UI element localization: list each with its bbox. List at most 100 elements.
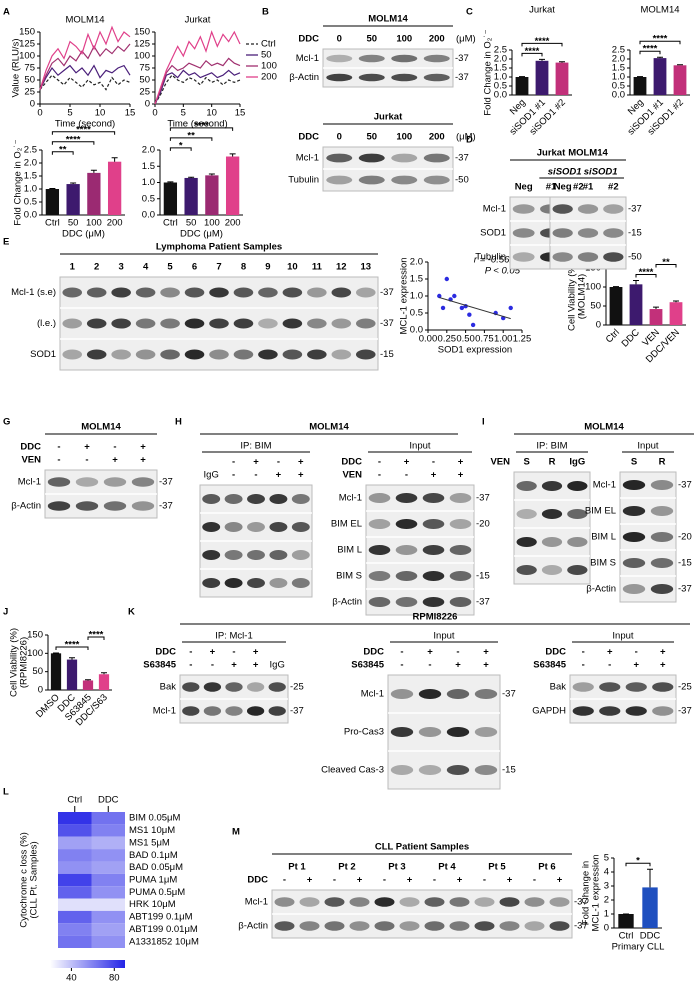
row-label: BAD 0.05μM — [129, 862, 183, 873]
error-bar — [167, 181, 174, 183]
lane-label: + — [253, 457, 259, 468]
lane-label: - — [405, 470, 408, 481]
band — [650, 584, 674, 594]
band — [209, 349, 229, 360]
band — [135, 318, 156, 329]
band — [395, 493, 418, 503]
row-label: ABT199 0.01μM — [129, 924, 198, 935]
lane-label: - — [57, 455, 60, 466]
blot-header: IP: BIM — [240, 441, 271, 452]
blot-title: MOLM14 — [368, 14, 408, 25]
lane-label: + — [458, 457, 464, 468]
band — [131, 501, 155, 511]
size-marker: -15 — [678, 558, 692, 569]
lane-label: + — [357, 875, 363, 886]
blot-title: MOLM14 — [81, 422, 121, 433]
lane-label: - — [232, 647, 235, 658]
band — [62, 318, 83, 329]
band — [203, 682, 222, 692]
x-tick-label: Ctrl — [163, 218, 178, 229]
x-tick-label: 15 — [235, 108, 246, 119]
y-tick-label: 1.0 — [142, 177, 155, 188]
band — [622, 506, 646, 516]
lane-label: 200 — [429, 132, 445, 143]
heat-cell — [58, 898, 92, 911]
bar — [205, 175, 219, 215]
band — [516, 481, 537, 491]
point — [444, 276, 449, 282]
x-tick-label: 200 — [225, 218, 241, 229]
y-tick-label: 2.5 — [612, 45, 625, 56]
y-axis-label: (MOLM14) — [577, 274, 588, 319]
y-tick-label: 25 — [24, 87, 35, 98]
band — [449, 545, 472, 555]
band-label: Mcl-1 — [361, 689, 384, 700]
band — [247, 522, 265, 532]
significance-label: ** — [187, 130, 195, 141]
row-label: MS1 5μM — [129, 837, 170, 848]
band — [395, 519, 418, 529]
band — [86, 318, 107, 329]
band — [224, 578, 243, 588]
bar — [673, 65, 687, 95]
x-tick-label: 0 — [37, 108, 42, 119]
band — [599, 706, 621, 716]
lane-label: IgG — [204, 470, 219, 481]
y-tick-label: 2.0 — [24, 158, 37, 169]
lane-label: #2 — [608, 182, 619, 193]
band — [567, 537, 588, 547]
band — [246, 706, 265, 716]
band-label: β-Actin — [11, 501, 41, 512]
y-axis-label: (RPMI8226) — [19, 637, 30, 688]
significance-bracket — [169, 127, 234, 131]
band — [247, 494, 265, 504]
band-label: Mcl-1 — [245, 897, 268, 908]
lane-label: + — [633, 660, 639, 671]
lane-label: - — [189, 660, 192, 671]
y-tick-label: 0.0 — [142, 210, 155, 221]
band — [209, 318, 229, 329]
error-bar — [188, 176, 195, 178]
row-label: BIM 0.05μM — [129, 813, 180, 824]
y-tick-label: 1.5 — [494, 63, 507, 74]
panel-letter: B — [262, 7, 269, 18]
x-axis-label: Primary CLL — [612, 942, 665, 953]
band — [368, 545, 391, 555]
series-line — [154, 74, 241, 105]
band — [524, 921, 545, 931]
band — [160, 349, 180, 360]
lane-label: - — [383, 875, 386, 886]
bar — [649, 309, 663, 325]
lane-label: - — [433, 875, 436, 886]
lane-label: - — [582, 647, 585, 658]
panel-letter: D — [466, 135, 473, 146]
band — [516, 509, 537, 519]
y-tick-label: 100 — [585, 282, 601, 293]
color-tick-label: 40 — [66, 973, 77, 984]
band — [47, 477, 71, 487]
significance-label: **** — [525, 46, 540, 57]
blot-header: Input — [409, 441, 430, 452]
y-tick-label: 0.5 — [494, 81, 507, 92]
unit-label: (μM) — [456, 132, 476, 143]
band — [625, 682, 647, 692]
lane-label: IgG — [569, 457, 585, 468]
condition-label: VEN — [342, 470, 362, 481]
point — [459, 305, 465, 311]
band — [512, 252, 535, 262]
panel-letter: L — [3, 787, 9, 798]
band — [182, 682, 200, 692]
y-tick-label: 125 — [19, 39, 35, 50]
series-line — [39, 25, 131, 90]
lane-label: Pt 1 — [288, 862, 306, 873]
size-marker: -37 — [628, 204, 642, 215]
lane-label: #1 — [583, 182, 594, 193]
lane-label: + — [607, 647, 613, 658]
size-marker: -25 — [678, 682, 692, 693]
lane-label: - — [483, 875, 486, 886]
band — [399, 897, 420, 907]
significance-bracket — [625, 862, 651, 867]
heat-cell — [58, 923, 92, 936]
series-line — [154, 30, 241, 105]
